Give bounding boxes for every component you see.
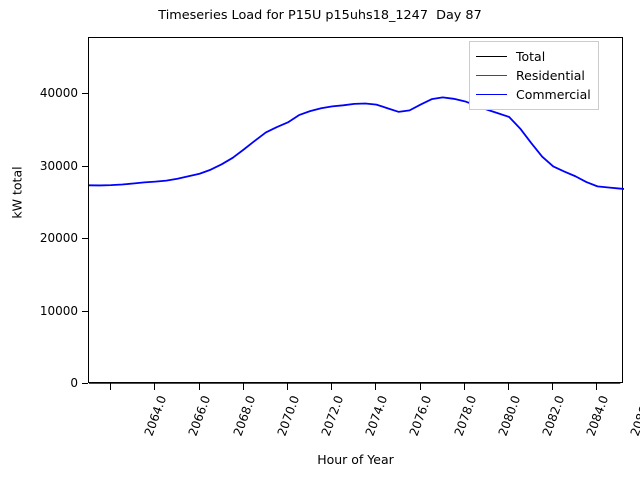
- x-tick-mark: [331, 383, 333, 390]
- x-tick-mark: [552, 383, 554, 390]
- x-axis-label: Hour of Year: [317, 452, 394, 467]
- x-tick-mark: [596, 383, 598, 390]
- x-tick-label: 2068.0: [230, 393, 258, 438]
- x-tick-label: 2072.0: [318, 393, 347, 438]
- y-tick-mark: [81, 383, 88, 384]
- x-tick-mark: [419, 383, 421, 390]
- legend-line-swatch: [476, 94, 507, 95]
- x-tick-label: 2084.0: [583, 393, 612, 438]
- legend-label: Commercial: [516, 87, 591, 102]
- x-tick-label: 2074.0: [362, 393, 391, 438]
- y-tick-label: 30000: [39, 158, 78, 173]
- legend-line-swatch: [476, 75, 507, 76]
- x-tick-label: 2082.0: [539, 393, 568, 438]
- y-tick-label: 40000: [39, 86, 78, 101]
- x-tick-mark: [286, 383, 288, 390]
- x-tick-label: 2066.0: [186, 393, 214, 438]
- plot-lines: [89, 96, 624, 384]
- x-tick-mark: [154, 383, 156, 390]
- y-tick-label: 10000: [39, 303, 78, 318]
- y-tick-label: 20000: [39, 231, 78, 246]
- x-tick-label: 2086.0: [628, 393, 640, 438]
- x-tick-mark: [508, 383, 510, 390]
- y-tick-mark: [81, 310, 88, 312]
- x-tick-label: 2078.0: [451, 393, 479, 438]
- chart-title: Timeseries Load for P15U p15uhs18_1247 D…: [158, 8, 482, 23]
- legend-item: Total: [476, 47, 591, 66]
- y-tick-mark: [81, 238, 88, 240]
- legend-line-swatch: [476, 56, 507, 57]
- x-tick-mark: [242, 383, 244, 390]
- x-tick-mark: [375, 383, 377, 390]
- x-tick-label: 2064.0: [141, 393, 170, 438]
- x-tick-mark: [198, 383, 200, 390]
- chart-legend: Total Residential Commercial: [469, 41, 599, 110]
- x-tick-label: 2080.0: [495, 393, 524, 438]
- legend-label: Total: [516, 49, 546, 64]
- series-line-commercial: [89, 96, 624, 190]
- y-tick-mark: [81, 93, 88, 95]
- legend-item: Commercial: [476, 85, 591, 104]
- legend-label: Residential: [516, 68, 585, 83]
- legend-item: Residential: [476, 66, 591, 85]
- x-tick-label: 2076.0: [407, 393, 435, 438]
- x-tick-mark: [110, 383, 112, 390]
- x-tick-mark: [463, 383, 465, 390]
- y-axis-label: kW total: [9, 166, 25, 219]
- x-tick-label: 2070.0: [274, 393, 302, 438]
- y-tick-mark: [81, 165, 88, 167]
- y-tick-label: 0: [70, 376, 78, 390]
